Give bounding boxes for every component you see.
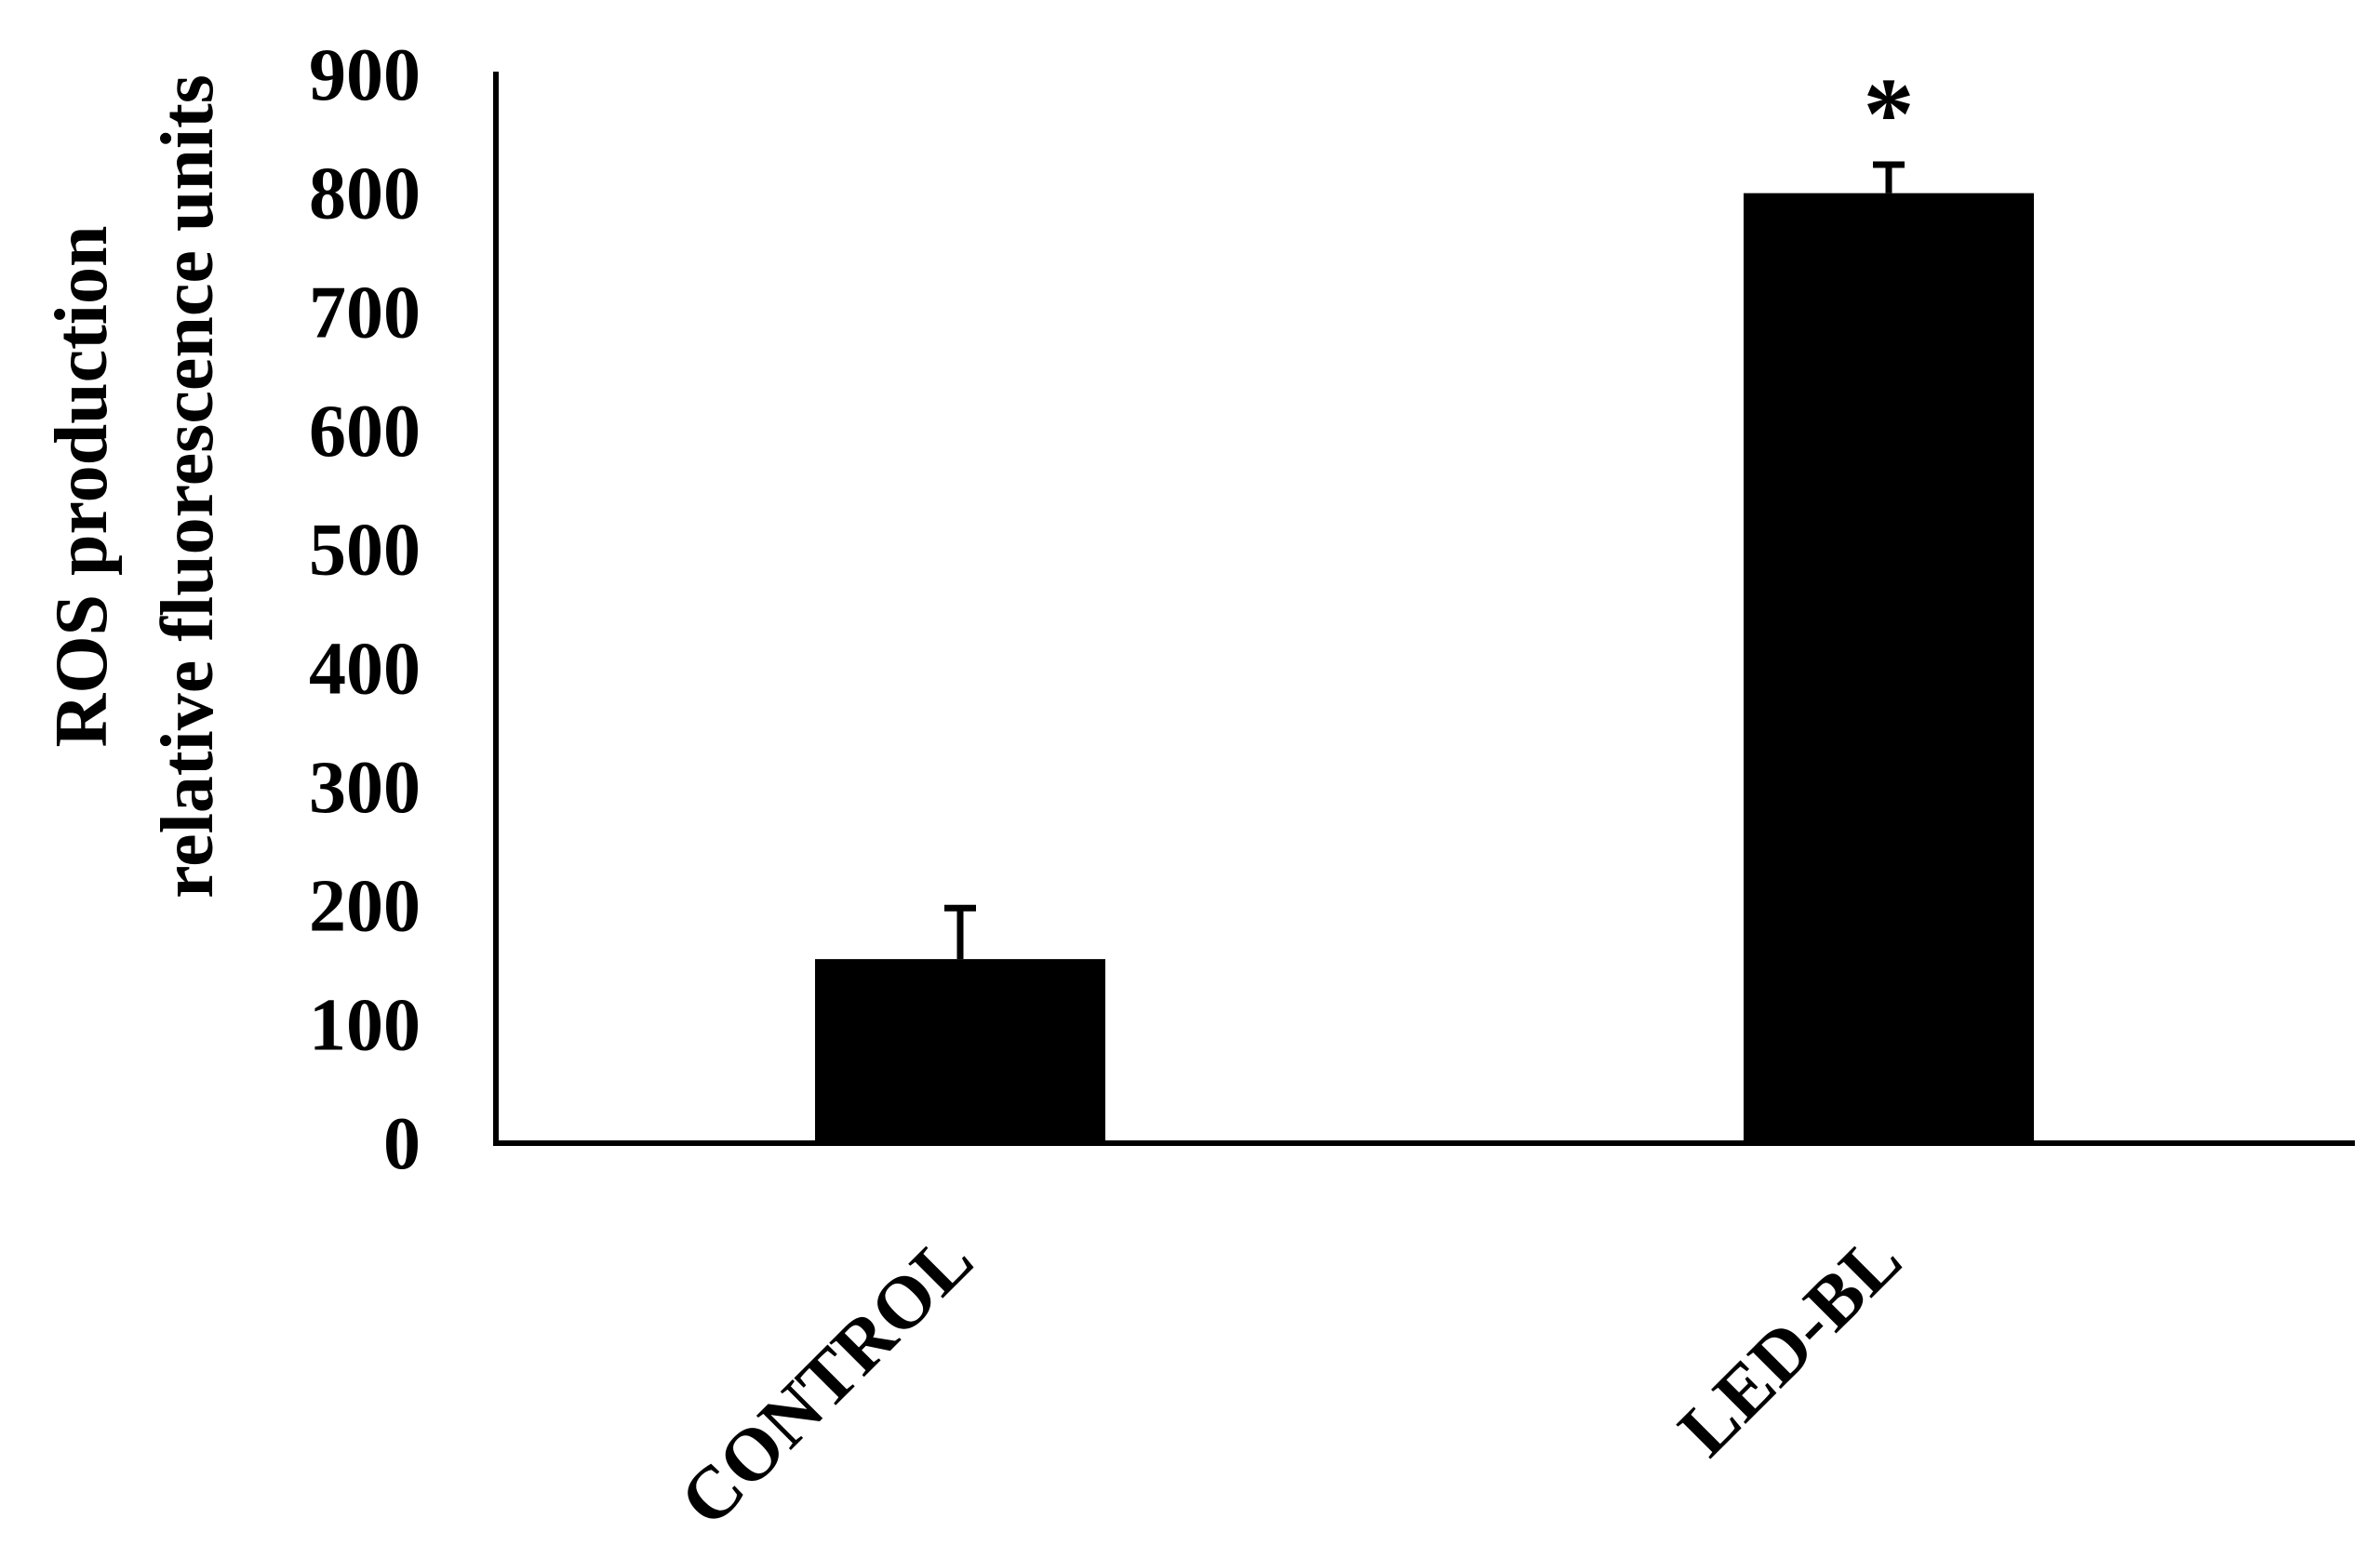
y-axis-label-line-1: ROS production [41, 226, 123, 748]
annotations-group: * [1864, 57, 1915, 170]
y-tick-label: 300 [309, 747, 421, 829]
error-bars-group [944, 161, 1905, 960]
y-tick-label: 100 [309, 984, 421, 1066]
y-tick-label: 0 [383, 1103, 421, 1185]
x-category-label: LED-BL [1664, 1219, 1918, 1472]
category-labels: CONTROL LED-BL [664, 1219, 1917, 1542]
y-tick-label: 400 [309, 628, 421, 710]
x-category-label: CONTROL [664, 1219, 988, 1542]
y-axis-label-group: ROS production relative fluorescence uni… [41, 74, 229, 899]
y-tick-label: 900 [309, 34, 421, 116]
y-tick-label: 700 [309, 272, 421, 353]
y-axis-label-line-2: relative fluorescence units [147, 74, 229, 899]
y-tick-label: 600 [309, 391, 421, 473]
y-tick-label: 200 [309, 866, 421, 948]
bar-control [815, 959, 1105, 1143]
y-axis-ticks: 0 100 200 300 400 500 600 700 800 900 [309, 34, 421, 1185]
axes-group [493, 72, 2355, 1146]
bar-led-bl [1744, 193, 2034, 1143]
bars-group [815, 193, 2034, 1143]
significance-asterisk: * [1864, 57, 1915, 170]
y-tick-label: 800 [309, 153, 421, 235]
y-tick-label: 500 [309, 510, 421, 592]
